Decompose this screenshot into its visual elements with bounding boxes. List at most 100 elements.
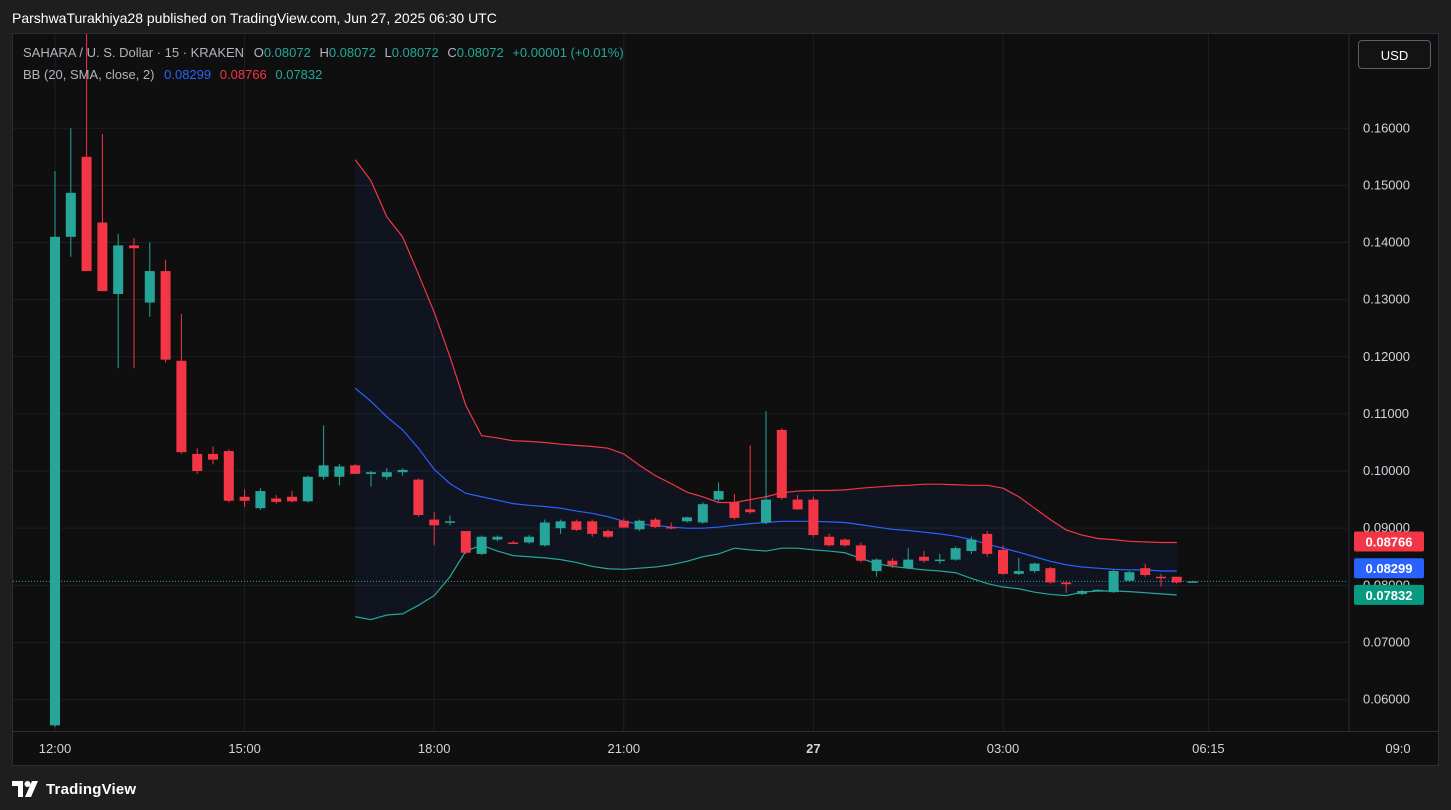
candle-body (1092, 589, 1103, 592)
candle-body (855, 545, 866, 561)
symbol-title: SAHARA / U. S. Dollar · 15 · KRAKEN (23, 45, 245, 60)
candle (966, 536, 977, 554)
candle (445, 515, 455, 526)
candle-body (1045, 568, 1056, 583)
price-tick-label: 0.13000 (1363, 292, 1410, 307)
candle-body (776, 429, 787, 498)
candle (697, 502, 708, 524)
price-tick-label: 0.07000 (1363, 634, 1410, 649)
candle (239, 489, 250, 508)
publish-caption: ParshwaTurakhiya28 published on TradingV… (12, 10, 497, 26)
price-tick-label: 0.09000 (1363, 520, 1410, 535)
candle-body (887, 560, 898, 566)
brand-footer[interactable]: TradingView (12, 779, 136, 799)
candle (460, 531, 471, 554)
candle-body (144, 271, 155, 303)
candle (1171, 576, 1182, 584)
bb-upper-value: 0.08766 (219, 67, 267, 82)
time-tick-label: 27 (806, 741, 820, 756)
candle (855, 542, 866, 563)
close-value: 0.08072 (456, 45, 504, 60)
time-tick-label: 03:00 (987, 741, 1020, 756)
time-tick-label: 12:00 (39, 741, 72, 756)
brand-name: TradingView (46, 780, 137, 798)
candle-body (555, 521, 566, 529)
chart-frame[interactable]: 0.06000 0.07000 0.08000 0.09000 0.10000 0.110… (12, 33, 1439, 766)
candle (208, 446, 218, 465)
candle-body (334, 466, 345, 477)
candle (524, 535, 534, 544)
candle (65, 128, 76, 257)
candle-body (1156, 576, 1166, 579)
candlestick-chart[interactable]: 0.060000.070000.080000.090000.100000.110… (13, 34, 1438, 765)
bollinger-lower-line (355, 544, 1177, 621)
candle (160, 259, 171, 363)
plot-area (13, 34, 1348, 731)
candle-body (729, 502, 740, 518)
price-tag-bg (1354, 558, 1424, 579)
open-value: 0.08072 (263, 45, 311, 60)
candle-body (445, 521, 455, 523)
price-tick-label: 0.14000 (1363, 235, 1410, 250)
candle (824, 533, 835, 547)
candle (176, 313, 187, 454)
candle-body (429, 519, 440, 526)
price-tag: 0.08299 (1354, 558, 1424, 579)
candle-body (366, 472, 376, 474)
bb-basis-value: 0.08299 (164, 67, 212, 82)
candle (381, 468, 392, 480)
candle-body (1013, 571, 1024, 574)
candle-body (350, 465, 361, 474)
candle (113, 233, 124, 369)
candle (603, 529, 613, 538)
candle-body (192, 453, 203, 472)
candle (1045, 567, 1056, 584)
candle-body (302, 476, 313, 502)
price-tag-bg (1354, 584, 1424, 605)
candle (808, 496, 819, 537)
candle-body (792, 499, 803, 510)
candle-body (934, 559, 945, 562)
candle (555, 519, 566, 534)
candle-body (160, 271, 171, 360)
time-tick-label: 21:00 (608, 741, 641, 756)
candle (571, 519, 582, 532)
candle-body (508, 542, 519, 544)
candle-body (840, 539, 850, 546)
candle (745, 445, 756, 514)
candle (287, 491, 297, 503)
candle (998, 545, 1008, 576)
price-tag-label: 0.08766 (1366, 535, 1413, 550)
candle-body (998, 549, 1008, 574)
candle (1124, 571, 1135, 582)
candle-body (950, 548, 961, 560)
candle (350, 464, 361, 474)
candle-body (81, 156, 92, 272)
candle (1187, 580, 1198, 583)
currency-button[interactable]: USD (1358, 40, 1431, 69)
time-tick-label: 18:00 (418, 741, 451, 756)
time-tick-label: 06:15 (1192, 741, 1225, 756)
candle (129, 237, 139, 369)
candle-body (208, 453, 218, 460)
candle-body (129, 245, 139, 249)
bollinger-legend: BB (20, SMA, close, 2) 0.08299 0.08766 0… (23, 67, 327, 82)
candle (634, 519, 645, 532)
price-tick-label: 0.06000 (1363, 692, 1410, 707)
candle-body (618, 520, 629, 528)
candle (666, 522, 677, 530)
candle (618, 518, 629, 528)
tradingview-logo-icon (12, 781, 38, 797)
candle (223, 449, 234, 503)
candle (302, 475, 313, 503)
candle (413, 478, 424, 517)
candle-body (571, 521, 582, 530)
candle (429, 512, 440, 546)
candle-body (634, 520, 645, 530)
price-tag-bg (1354, 531, 1424, 552)
candle (539, 519, 550, 547)
price-tick-label: 0.12000 (1363, 349, 1410, 364)
candle (950, 546, 961, 561)
change-value: +0.00001 (+0.01%) (512, 45, 624, 60)
candle-body (255, 491, 266, 509)
